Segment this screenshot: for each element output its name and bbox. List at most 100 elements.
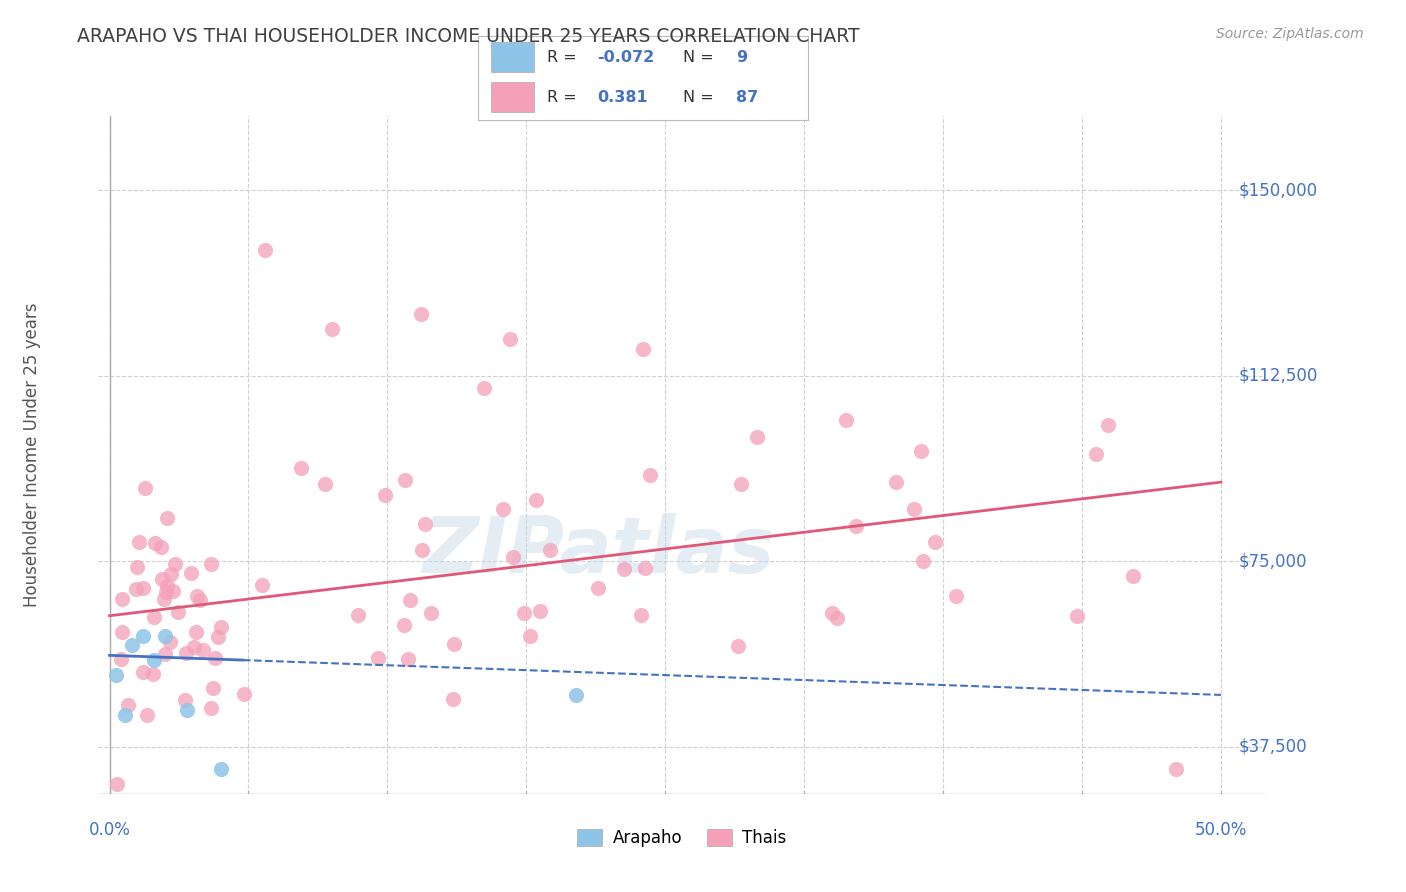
Text: R =: R = bbox=[547, 89, 582, 104]
Point bbox=[727, 640, 749, 654]
Point bbox=[209, 762, 232, 776]
Point bbox=[117, 698, 139, 712]
Point bbox=[1122, 569, 1144, 583]
Point bbox=[586, 581, 609, 595]
Point bbox=[394, 618, 416, 632]
Point bbox=[1084, 447, 1107, 461]
Point bbox=[290, 460, 312, 475]
Point bbox=[233, 688, 256, 702]
Text: $150,000: $150,000 bbox=[1239, 181, 1317, 199]
Point bbox=[911, 554, 934, 568]
Point bbox=[419, 606, 441, 620]
Point bbox=[1097, 417, 1119, 432]
Point bbox=[132, 581, 155, 595]
Point bbox=[209, 620, 232, 634]
Point bbox=[111, 625, 134, 640]
Point bbox=[162, 584, 184, 599]
Point bbox=[472, 381, 495, 395]
Text: N =: N = bbox=[683, 89, 718, 104]
Point bbox=[1066, 609, 1088, 624]
Text: $37,500: $37,500 bbox=[1239, 738, 1308, 756]
Point bbox=[747, 430, 769, 444]
Point bbox=[903, 502, 925, 516]
Point bbox=[142, 610, 165, 624]
Point bbox=[176, 646, 198, 660]
Point bbox=[200, 701, 222, 715]
Point bbox=[825, 611, 848, 625]
Text: ARAPAHO VS THAI HOUSEHOLDER INCOME UNDER 25 YEARS CORRELATION CHART: ARAPAHO VS THAI HOUSEHOLDER INCOME UNDER… bbox=[77, 27, 860, 45]
Point bbox=[321, 322, 343, 336]
Point bbox=[821, 606, 844, 620]
Point bbox=[153, 592, 176, 607]
Point bbox=[174, 693, 197, 707]
Text: 9: 9 bbox=[735, 50, 747, 65]
Text: 0.381: 0.381 bbox=[598, 89, 648, 104]
Point bbox=[924, 534, 946, 549]
Point bbox=[204, 651, 226, 665]
Point bbox=[114, 707, 136, 722]
Point bbox=[529, 604, 551, 618]
Point bbox=[111, 592, 134, 607]
Point bbox=[409, 307, 432, 321]
Point bbox=[314, 477, 336, 491]
Text: $112,500: $112,500 bbox=[1239, 367, 1317, 384]
Point bbox=[105, 777, 128, 791]
Point bbox=[834, 413, 856, 427]
Point bbox=[121, 639, 143, 653]
Bar bbox=[491, 43, 534, 72]
Point bbox=[443, 638, 465, 652]
Point bbox=[1166, 762, 1188, 776]
Text: $75,000: $75,000 bbox=[1239, 552, 1308, 570]
Point bbox=[142, 666, 165, 681]
Point bbox=[149, 540, 172, 554]
Point bbox=[398, 652, 420, 666]
Text: 0.0%: 0.0% bbox=[89, 822, 131, 839]
Point bbox=[524, 492, 547, 507]
Point bbox=[176, 703, 198, 717]
Point bbox=[186, 590, 208, 604]
Point bbox=[188, 592, 211, 607]
Point bbox=[730, 477, 752, 491]
Text: R =: R = bbox=[547, 50, 582, 65]
Point bbox=[374, 488, 396, 502]
Point bbox=[136, 708, 159, 723]
Point bbox=[110, 652, 132, 666]
Point bbox=[193, 643, 215, 657]
Point bbox=[153, 628, 176, 642]
Text: 50.0%: 50.0% bbox=[1195, 822, 1247, 839]
Point bbox=[131, 665, 153, 680]
Point bbox=[160, 566, 183, 581]
Point bbox=[367, 650, 389, 665]
Point bbox=[884, 475, 907, 489]
Point bbox=[498, 332, 520, 346]
Point bbox=[492, 502, 515, 516]
Text: Householder Income Under 25 years: Householder Income Under 25 years bbox=[22, 302, 41, 607]
Point bbox=[631, 342, 654, 356]
Point bbox=[638, 467, 661, 482]
Point bbox=[184, 625, 207, 640]
Point bbox=[159, 634, 181, 648]
Point bbox=[143, 653, 166, 667]
Point bbox=[150, 573, 173, 587]
Point bbox=[502, 549, 524, 564]
Point bbox=[183, 640, 205, 654]
Legend: Arapaho, Thais: Arapaho, Thais bbox=[571, 822, 793, 854]
Point bbox=[134, 481, 156, 495]
Point bbox=[167, 605, 190, 619]
Point bbox=[413, 516, 436, 531]
Point bbox=[125, 560, 148, 574]
Point bbox=[513, 606, 536, 620]
Point bbox=[125, 582, 148, 596]
Point bbox=[394, 473, 416, 487]
Point bbox=[155, 584, 177, 599]
Point bbox=[132, 628, 155, 642]
Text: ZIPatlas: ZIPatlas bbox=[422, 514, 775, 590]
Point bbox=[630, 608, 652, 623]
Bar bbox=[491, 82, 534, 112]
Point bbox=[180, 566, 202, 580]
Point bbox=[538, 543, 561, 558]
Point bbox=[202, 681, 225, 696]
Point bbox=[565, 688, 588, 702]
Text: Source: ZipAtlas.com: Source: ZipAtlas.com bbox=[1216, 27, 1364, 41]
Text: N =: N = bbox=[683, 50, 718, 65]
